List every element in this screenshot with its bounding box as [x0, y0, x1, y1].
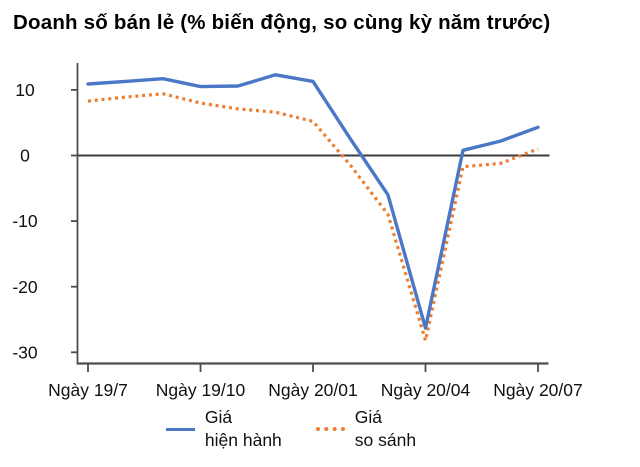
legend-label-gia-so-sanh: Giá so sánh: [355, 406, 416, 452]
legend-label-gia-hien-hanh: Giá hiện hành: [205, 406, 282, 452]
legend-label-line2: hiện hành: [204, 430, 282, 451]
legend-item-gia-hien-hanh: Giá hiện hành: [165, 406, 282, 452]
series-line-gia-so-sanh: [87, 92, 539, 343]
solid-line-swatch-icon: [165, 427, 195, 431]
y-tick-label: 10: [15, 80, 35, 100]
legend-label-line2: so sánh: [354, 430, 417, 451]
x-tick-label: Ngày 20/07: [493, 380, 583, 400]
x-tick-label: Ngày 19/10: [156, 380, 246, 400]
y-tick-label: -10: [12, 211, 38, 231]
y-tick-label: -20: [12, 277, 38, 297]
legend: Giá hiện hành Giá so sánh: [0, 406, 640, 452]
legend-item-gia-so-sanh: Giá so sánh: [315, 406, 416, 452]
legend-label-line1: Giá: [204, 407, 233, 427]
y-tick-label: 0: [20, 146, 30, 166]
series-line-gia-hien-hanh: [86, 73, 540, 330]
chart-title: Doanh số bán lẻ (% biến động, so cùng kỳ…: [13, 11, 551, 34]
x-tick-label: Ngày 20/04: [381, 380, 471, 400]
x-tick-label: Ngày 19/7: [48, 380, 128, 400]
dotted-line-swatch-icon: [315, 427, 345, 432]
legend-label-line1: Giá: [354, 407, 383, 427]
y-tick-label: -30: [12, 342, 38, 362]
x-tick-label: Ngày 20/01: [268, 380, 358, 400]
